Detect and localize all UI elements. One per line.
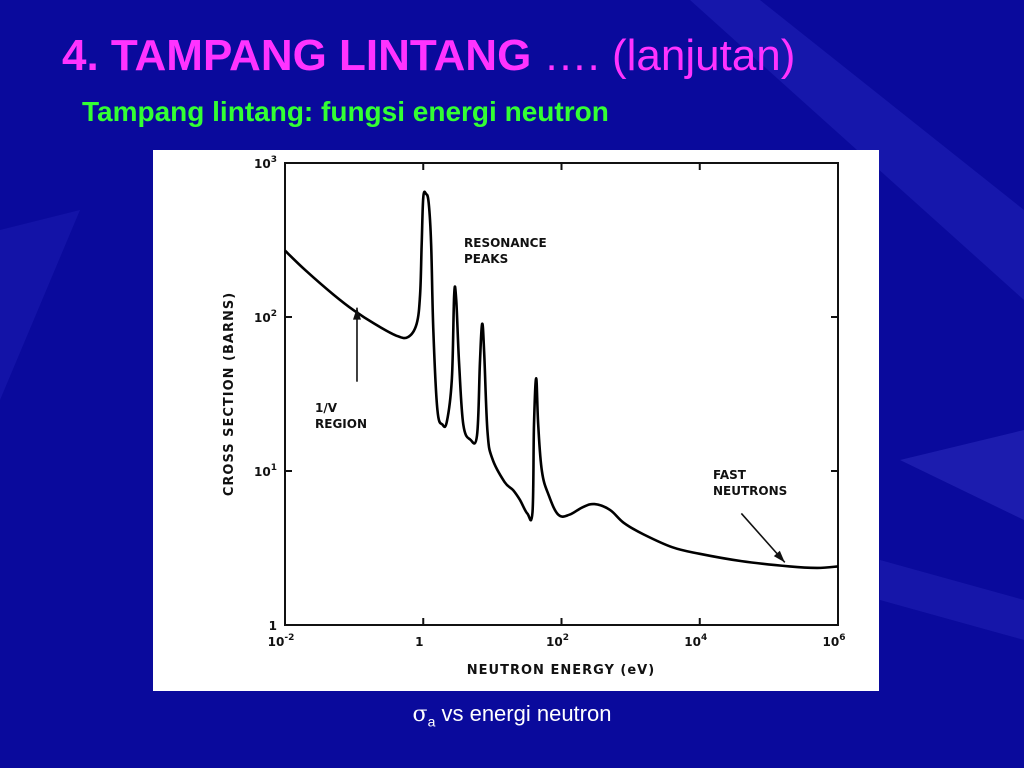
annotation-resonance-line-2: PEAKS [464,252,508,266]
annotation-fast-line-2: NEUTRONS [713,484,787,498]
chart-figure: 10-2 1 102 104 106 1 101 102 103 NEUTRON ENERGY … [153,150,879,691]
y-tick-label-exp: 3 [271,155,277,165]
annotation-1v-region: 1/V REGION [315,401,367,431]
annotation-fast-line-1: FAST [713,468,747,482]
page-title: 4. TAMPANG LINTANG …. (lanjutan) [62,28,795,84]
annotation-fast-neutrons: FAST NEUTRONS [713,468,787,498]
caption-subscript: a [427,713,436,730]
y-tick-label-exp: 1 [271,463,277,473]
x-tick-label: 106 [823,633,846,649]
annotation-1v-line-1: 1/V [315,401,338,415]
caption-sigma-symbol: σ [412,702,428,727]
y-tick-label-base: 10 [254,157,271,171]
x-tick-label-exp: 6 [839,633,845,643]
annotation-1v-line-2: REGION [315,417,367,431]
y-tick-label: 103 [254,155,277,171]
annotation-arrow-head [352,307,361,320]
title-continuation: …. (lanjutan) [531,31,796,80]
y-tick-label-base: 10 [254,465,271,479]
annotation-resonance-peaks: RESONANCE PEAKS [464,236,547,266]
x-tick-label-base: 10 [268,635,285,649]
y-tick-label-base: 10 [254,311,271,325]
x-axis-label: NEUTRON ENERGY (eV) [467,663,655,678]
x-tick-label: 1 [415,635,423,649]
x-tick-label: 104 [684,633,707,649]
title-main: 4. TAMPANG LINTANG [62,31,532,80]
caption-text: vs energi neutron [435,701,612,726]
x-tick-label-exp: -2 [284,633,294,643]
annotations [352,307,786,563]
series-line [284,190,839,570]
y-tick-label-exp: 2 [271,309,277,319]
x-tick-label-base: 1 [415,635,423,649]
figure-caption: σa vs energi neutron [0,700,1024,735]
plot-frame [284,162,839,626]
x-tick-label-base: 10 [684,635,701,649]
x-tick-label-exp: 2 [563,633,569,643]
y-tick-label: 102 [254,309,277,325]
annotation-arrow-head [773,550,785,563]
y-tick-label: 101 [254,463,277,479]
y-tick-label-base: 1 [269,619,277,633]
annotation-resonance-line-1: RESONANCE [464,236,547,250]
x-tick-label-base: 10 [823,635,840,649]
x-tick-label: 10-2 [268,633,295,649]
y-axis-label: CROSS SECTION (BARNS) [222,292,237,496]
x-tick-label-base: 10 [546,635,563,649]
x-tick-label: 102 [546,633,569,649]
x-tick-label-exp: 4 [701,633,707,643]
y-tick-label: 1 [269,619,277,633]
subtitle: Tampang lintang: fungsi energi neutron [82,96,609,127]
